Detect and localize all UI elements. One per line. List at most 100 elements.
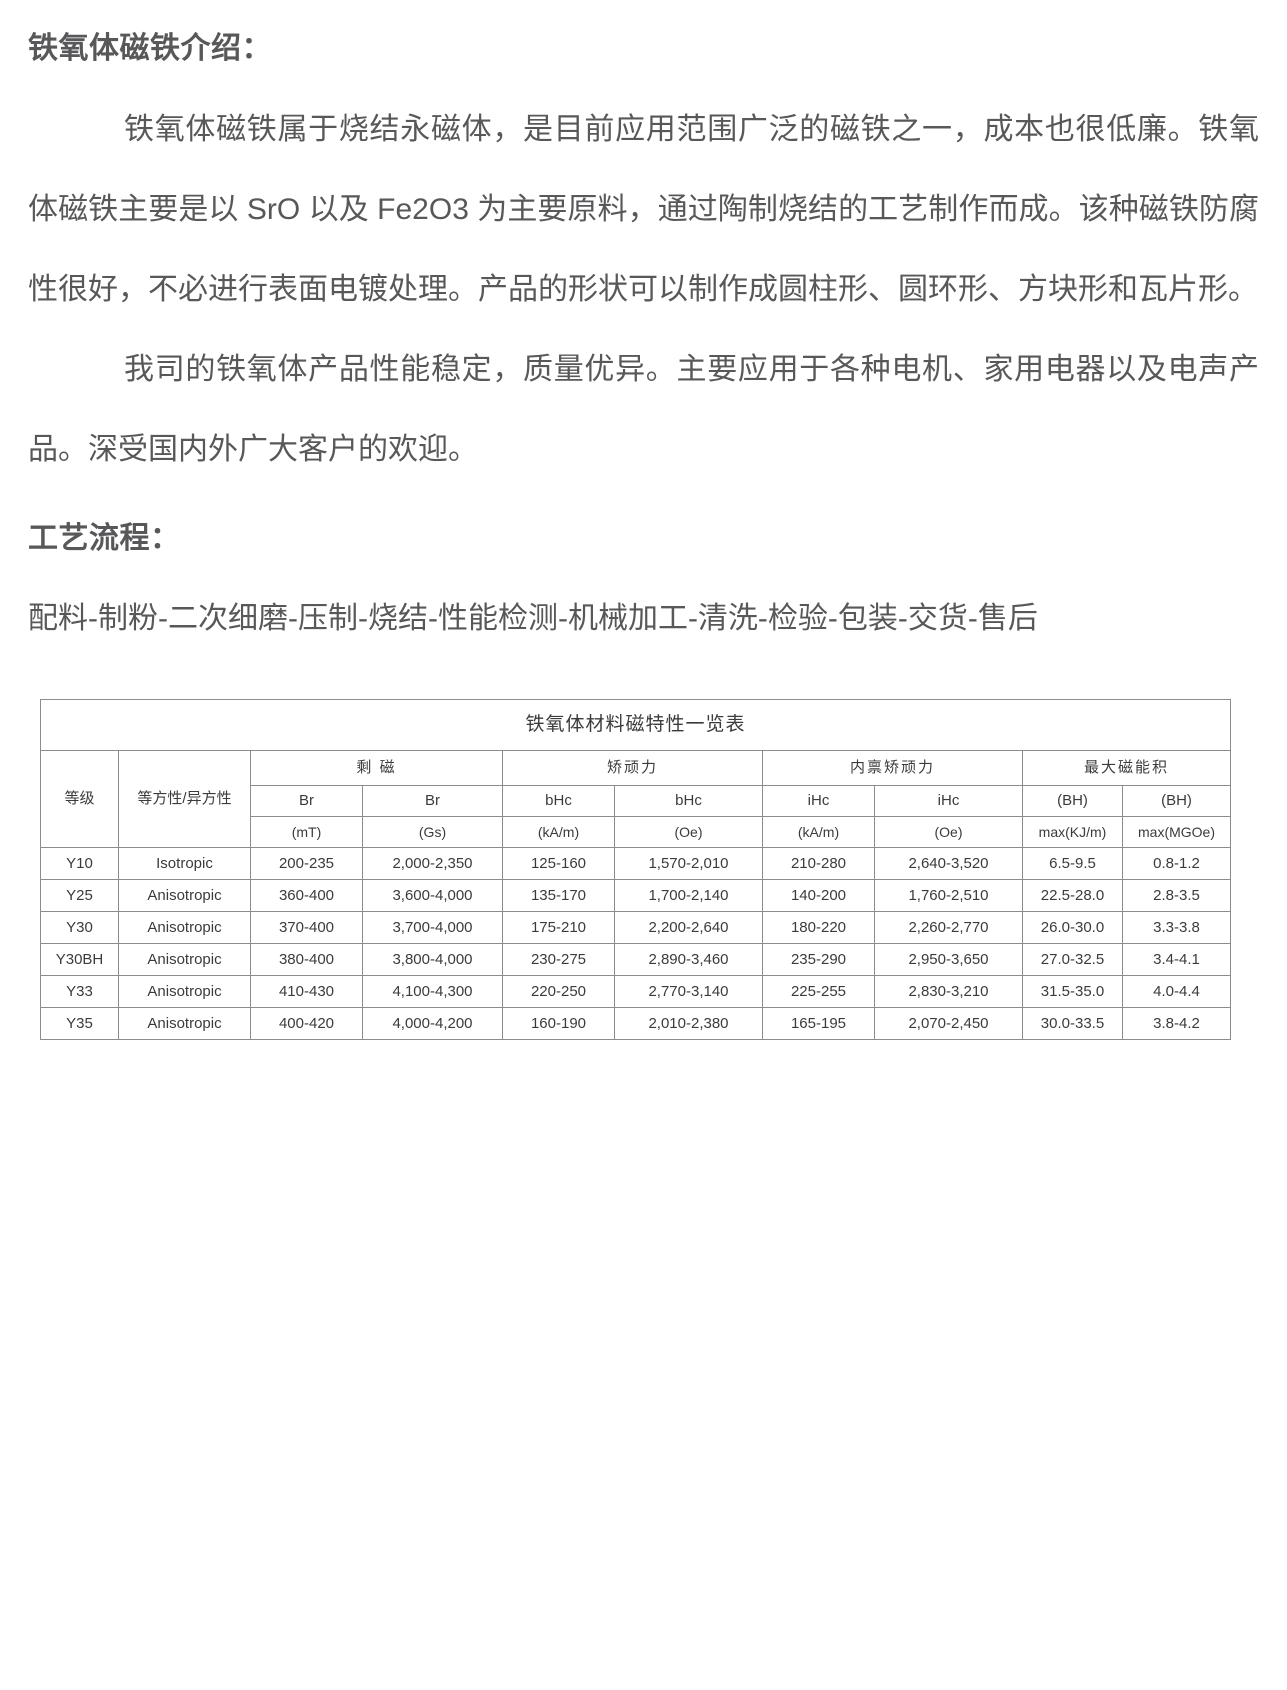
table-title-row: 铁氧体材料磁特性一览表	[39, 699, 1232, 751]
cell-ihc-oe: 2,070-2,450	[874, 1007, 1023, 1040]
cell-ihc-ka: 225-255	[762, 975, 875, 1008]
col-header-anisotropy: 等方性/异方性	[118, 750, 251, 848]
cell-bh-kj: 6.5-9.5	[1022, 847, 1123, 880]
cell-bhc-ka: 135-170	[502, 879, 615, 912]
cell-ihc-oe: 2,260-2,770	[874, 911, 1023, 944]
cell-bhc-ka: 125-160	[502, 847, 615, 880]
cell-anisotropy: Anisotropic	[118, 911, 251, 944]
cell-bh-mgoe: 3.3-3.8	[1121, 911, 1232, 944]
cell-bh-mgoe: 3.8-4.2	[1121, 1007, 1232, 1040]
cell-bh-kj: 30.0-33.5	[1022, 1007, 1123, 1040]
col-unit-bhc-oe: (Oe)	[614, 816, 763, 848]
cell-ihc-ka: 140-200	[762, 879, 875, 912]
cell-bh-kj: 31.5-35.0	[1022, 975, 1123, 1008]
cell-bh-mgoe: 0.8-1.2	[1121, 847, 1232, 880]
cell-br-gs: 4,100-4,300	[362, 975, 503, 1008]
cell-anisotropy: Anisotropic	[118, 879, 251, 912]
cell-br-gs: 4,000-4,200	[362, 1007, 503, 1040]
paragraph-applications: 我司的铁氧体产品性能稳定，质量优异。主要应用于各种电机、家用电器以及电声产品。深…	[28, 352, 1259, 466]
cell-ihc-oe: 2,950-3,650	[874, 943, 1023, 976]
cell-ihc-ka: 210-280	[762, 847, 875, 880]
table-title: 铁氧体材料磁特性一览表	[39, 699, 1232, 751]
cell-ihc-oe: 2,640-3,520	[874, 847, 1023, 880]
table-symbol-row: Br Br bHc bHc iHc iHc (BH) (BH)	[41, 785, 1232, 817]
process-flow-text: 配料-制粉-二次细磨-压制-烧结-性能检测-机械加工-清洗-检验-包装-交货-售…	[28, 602, 1038, 635]
cell-bhc-oe: 2,770-3,140	[614, 975, 763, 1008]
cell-grade: Y30BH	[40, 943, 119, 976]
cell-bhc-ka: 220-250	[502, 975, 615, 1008]
cell-bhc-ka: 175-210	[502, 911, 615, 944]
col-symbol-ihc-oe: iHc	[874, 785, 1023, 817]
cell-bh-mgoe: 3.4-4.1	[1121, 943, 1232, 976]
cell-grade: Y25	[40, 879, 119, 912]
cell-bhc-oe: 2,890-3,460	[614, 943, 763, 976]
col-header-grade: 等级	[40, 750, 119, 848]
col-group-coercivity: 矫顽力	[502, 750, 763, 786]
table-row: Y35 Anisotropic 400-420 4,000-4,200 160-190 2…	[40, 1007, 1232, 1040]
col-symbol-bhc-oe: bHc	[614, 785, 763, 817]
cell-bh-kj: 26.0-30.0	[1022, 911, 1123, 944]
cell-grade: Y35	[40, 1007, 119, 1040]
cell-ihc-oe: 2,830-3,210	[874, 975, 1023, 1008]
cell-anisotropy: Anisotropic	[118, 1007, 251, 1040]
section-heading-process: 工艺流程：	[28, 521, 181, 555]
cell-br-gs: 3,600-4,000	[362, 879, 503, 912]
col-unit-bhc-ka: (kA/m)	[502, 816, 615, 848]
cell-ihc-ka: 180-220	[762, 911, 875, 944]
cell-bhc-oe: 2,010-2,380	[614, 1007, 763, 1040]
cell-ihc-ka: 235-290	[762, 943, 875, 976]
cell-br-mt: 360-400	[250, 879, 363, 912]
paragraph-intro: 铁氧体磁铁属于烧结永磁体，是目前应用范围广泛的磁铁之一，成本也很低廉。铁氧体磁铁…	[28, 112, 1259, 306]
table-body: Y10 Isotropic 200-235 2,000-2,350 125-160 1,5…	[40, 847, 1232, 1040]
cell-bhc-oe: 1,570-2,010	[614, 847, 763, 880]
cell-br-mt: 410-430	[250, 975, 363, 1008]
col-symbol-br-gs: Br	[362, 785, 503, 817]
cell-bh-kj: 27.0-32.5	[1022, 943, 1123, 976]
col-symbol-ihc-ka: iHc	[762, 785, 875, 817]
cell-bhc-ka: 230-275	[502, 943, 615, 976]
cell-bhc-ka: 160-190	[502, 1007, 615, 1040]
table-row: Y30BH Anisotropic 380-400 3,800-4,000 230-27…	[40, 943, 1232, 976]
col-unit-br-mt: (mT)	[250, 816, 363, 848]
cell-bh-mgoe: 2.8-3.5	[1121, 879, 1232, 912]
cell-bh-mgoe: 4.0-4.4	[1121, 975, 1232, 1008]
col-symbol-br-mt: Br	[250, 785, 363, 817]
cell-br-gs: 3,700-4,000	[362, 911, 503, 944]
cell-br-gs: 2,000-2,350	[362, 847, 503, 880]
col-unit-bh-kj: max(KJ/m)	[1022, 816, 1123, 848]
col-unit-br-gs: (Gs)	[362, 816, 503, 848]
col-group-max-energy-product: 最大磁能积	[1021, 750, 1232, 786]
cell-bh-kj: 22.5-28.0	[1022, 879, 1123, 912]
col-group-remanence: 剩 磁	[250, 750, 503, 786]
table-head: 铁氧体材料磁特性一览表 等级 等方性/异方性 剩 磁 矫顽力 内禀矫顽力 最大磁…	[39, 699, 1232, 848]
table-row: Y10 Isotropic 200-235 2,000-2,350 125-160 1,5…	[40, 847, 1232, 880]
cell-br-mt: 400-420	[250, 1007, 363, 1040]
col-group-intrinsic-coercivity: 内禀矫顽力	[762, 750, 1023, 786]
cell-bhc-oe: 1,700-2,140	[614, 879, 763, 912]
col-unit-ihc-ka: (kA/m)	[762, 816, 875, 848]
table-group-header-row: 等级 等方性/异方性 剩 磁 矫顽力 内禀矫顽力 最大磁能积	[40, 750, 1232, 848]
cell-br-mt: 370-400	[250, 911, 363, 944]
cell-grade: Y33	[40, 975, 119, 1008]
table-row: Y30 Anisotropic 370-400 3,700-4,000 175-210 2…	[40, 911, 1232, 944]
ferrite-spec-table: 铁氧体材料磁特性一览表 等级 等方性/异方性 剩 磁 矫顽力 内禀矫顽力 最大磁…	[39, 699, 1232, 1040]
cell-anisotropy: Anisotropic	[118, 975, 251, 1008]
col-symbol-bhc-ka: bHc	[502, 785, 615, 817]
cell-br-mt: 200-235	[250, 847, 363, 880]
col-symbol-bh-mgoe: (BH)	[1121, 785, 1232, 817]
cell-grade: Y10	[40, 847, 119, 880]
cell-grade: Y30	[40, 911, 119, 944]
cell-bhc-oe: 2,200-2,640	[614, 911, 763, 944]
table-unit-row: (mT) (Gs) (kA/m) (Oe) (kA/m) (Oe) max(KJ…	[41, 816, 1232, 848]
cell-ihc-ka: 165-195	[762, 1007, 875, 1040]
col-unit-ihc-oe: (Oe)	[874, 816, 1023, 848]
cell-anisotropy: Anisotropic	[118, 943, 251, 976]
page-title: 铁氧体磁铁介绍：	[28, 32, 272, 65]
table-row: Y25 Anisotropic 360-400 3,600-4,000 135-170 1…	[40, 879, 1232, 912]
cell-ihc-oe: 1,760-2,510	[874, 879, 1023, 912]
cell-br-gs: 3,800-4,000	[362, 943, 503, 976]
col-unit-bh-mgoe: max(MGOe)	[1121, 816, 1232, 848]
table-row: Y33 Anisotropic 410-430 4,100-4,300 220-250 2…	[40, 975, 1232, 1008]
cell-anisotropy: Isotropic	[118, 847, 251, 880]
